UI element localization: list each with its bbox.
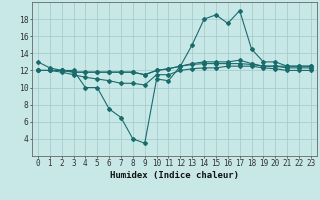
X-axis label: Humidex (Indice chaleur): Humidex (Indice chaleur): [110, 171, 239, 180]
